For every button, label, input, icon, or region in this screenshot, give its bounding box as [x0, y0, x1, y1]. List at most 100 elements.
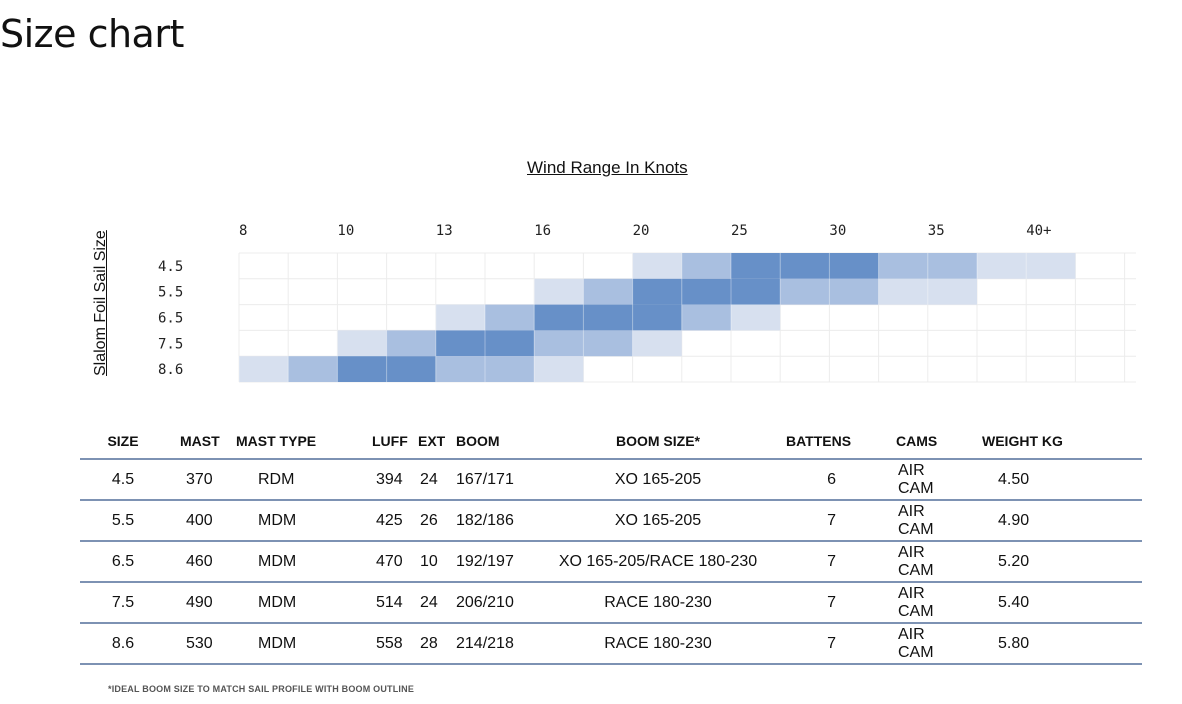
heatmap-cell: [583, 304, 633, 331]
cell-cams: AIR CAM: [880, 500, 962, 542]
col-header-boom-size: BOOM SIZE*: [538, 424, 778, 460]
y-tick-label: 5.5: [158, 285, 183, 301]
cell-battens: 7: [778, 582, 880, 624]
heatmap-cell: [583, 330, 633, 357]
cell-boom-size: XO 165-205: [538, 459, 778, 501]
table-header: SIZE MAST MAST TYPE LUFF EXT BOOM BOOM SIZE* BA…: [80, 424, 1142, 460]
heatmap-cell: [583, 278, 633, 305]
col-header-mast: MAST: [166, 424, 222, 460]
heatmap-cell: [485, 330, 535, 357]
heatmap-cell: [829, 278, 879, 305]
cell-size: 4.5: [80, 459, 166, 501]
cell-luff: 425: [356, 500, 410, 542]
x-tick-label: 30: [829, 223, 846, 239]
table-row: 8.6 530 MDM 558 28 214/218 RACE 180-230 7 AIR CA…: [80, 623, 1142, 665]
cell-size: 7.5: [80, 582, 166, 624]
x-tick-label: 10: [337, 223, 354, 239]
col-header-cams: CAMS: [880, 424, 962, 460]
heatmap-cell: [534, 304, 584, 331]
cell-size: 5.5: [80, 500, 166, 542]
y-tick-label: 4.5: [158, 259, 183, 275]
y-tick-label: 7.5: [158, 336, 183, 352]
heatmap-cell: [485, 304, 535, 331]
heatmap-cell: [534, 278, 584, 305]
cell-size: 8.6: [80, 623, 166, 665]
heatmap-cell: [632, 253, 682, 279]
cell-boom: 182/186: [456, 500, 538, 542]
cell-cams: AIR CAM: [880, 623, 962, 665]
heatmap-cell: [632, 330, 682, 357]
cell-weight: 5.40: [962, 582, 1142, 624]
heatmap-cell: [731, 304, 781, 331]
table-row: 5.5 400 MDM 425 26 182/186 XO 165-205 7 AIR CAM 4…: [80, 500, 1142, 542]
cell-battens: 7: [778, 500, 880, 542]
heatmap-cell: [534, 356, 584, 382]
cell-boom: 192/197: [456, 541, 538, 583]
heatmap-cell: [977, 253, 1027, 279]
col-header-boom: BOOM: [456, 424, 538, 460]
heatmap-cell: [632, 304, 682, 331]
cell-weight: 4.90: [962, 500, 1142, 542]
cell-cams: AIR CAM: [880, 582, 962, 624]
table-body: 4.5 370 RDM 394 24 167/171 XO 165-205 6 AIR CAM 4…: [80, 459, 1142, 665]
cell-boom: 214/218: [456, 623, 538, 665]
heatmap-cell: [435, 330, 485, 357]
x-tick-label: 40+: [1026, 223, 1051, 239]
heatmap-cell: [485, 356, 535, 382]
cell-battens: 7: [778, 623, 880, 665]
heatmap-cell: [878, 278, 928, 305]
cell-mast: 370: [166, 459, 222, 501]
cell-mast: 460: [166, 541, 222, 583]
cell-boom-size: RACE 180-230: [538, 623, 778, 665]
cell-luff: 394: [356, 459, 410, 501]
cell-mast: 400: [166, 500, 222, 542]
cell-luff: 514: [356, 582, 410, 624]
cell-luff: 558: [356, 623, 410, 665]
heatmap-cell: [337, 356, 387, 382]
cell-boom: 167/171: [456, 459, 538, 501]
cell-mast-type: MDM: [222, 582, 356, 624]
cell-boom-size: XO 165-205/RACE 180-230: [538, 541, 778, 583]
heatmap-cell: [386, 330, 436, 357]
heatmap-cell: [435, 304, 485, 331]
cell-ext: 24: [410, 582, 456, 624]
heatmap-cell: [681, 278, 731, 305]
table-row: 7.5 490 MDM 514 24 206/210 RACE 180-230 7 AIR CA…: [80, 582, 1142, 624]
heatmap-cell: [927, 278, 977, 305]
cell-battens: 6: [778, 459, 880, 501]
cell-weight: 5.80: [962, 623, 1142, 665]
chart-title: Wind Range In Knots: [527, 158, 688, 177]
cell-mast-type: RDM: [222, 459, 356, 501]
col-header-weight: WEIGHT KG: [962, 424, 1142, 460]
table-row: 4.5 370 RDM 394 24 167/171 XO 165-205 6 AIR CAM 4…: [80, 459, 1142, 501]
x-tick-label: 13: [436, 223, 453, 239]
cell-ext: 26: [410, 500, 456, 542]
cell-ext: 10: [410, 541, 456, 583]
footnote: *IDEAL BOOM SIZE TO MATCH SAIL PROFILE W…: [108, 684, 415, 694]
cell-luff: 470: [356, 541, 410, 583]
cell-weight: 5.20: [962, 541, 1142, 583]
heatmap-cell: [780, 278, 830, 305]
x-tick-label: 16: [534, 223, 551, 239]
col-header-size: SIZE: [80, 424, 166, 460]
cell-mast-type: MDM: [222, 541, 356, 583]
x-tick-label: 35: [928, 223, 945, 239]
x-tick-label: 25: [731, 223, 748, 239]
cell-mast-type: MDM: [222, 623, 356, 665]
heatmap-cell: [780, 253, 830, 279]
heatmap-cell: [632, 278, 682, 305]
col-header-battens: BATTENS: [778, 424, 880, 460]
size-spec-table: SIZE MAST MAST TYPE LUFF EXT BOOM BOOM SIZE* BA…: [80, 424, 1142, 665]
cell-cams: AIR CAM: [880, 541, 962, 583]
col-header-ext: EXT: [410, 424, 456, 460]
cell-battens: 7: [778, 541, 880, 583]
heatmap-cell: [534, 330, 584, 357]
y-tick-label: 6.5: [158, 311, 183, 327]
cell-boom-size: RACE 180-230: [538, 582, 778, 624]
x-tick-label: 8: [239, 223, 247, 239]
heatmap-cell: [435, 356, 485, 382]
heatmap-cell: [878, 253, 928, 279]
heatmap-cell: [829, 253, 879, 279]
heatmap-cell: [927, 253, 977, 279]
heatmap-cell: [288, 356, 338, 382]
